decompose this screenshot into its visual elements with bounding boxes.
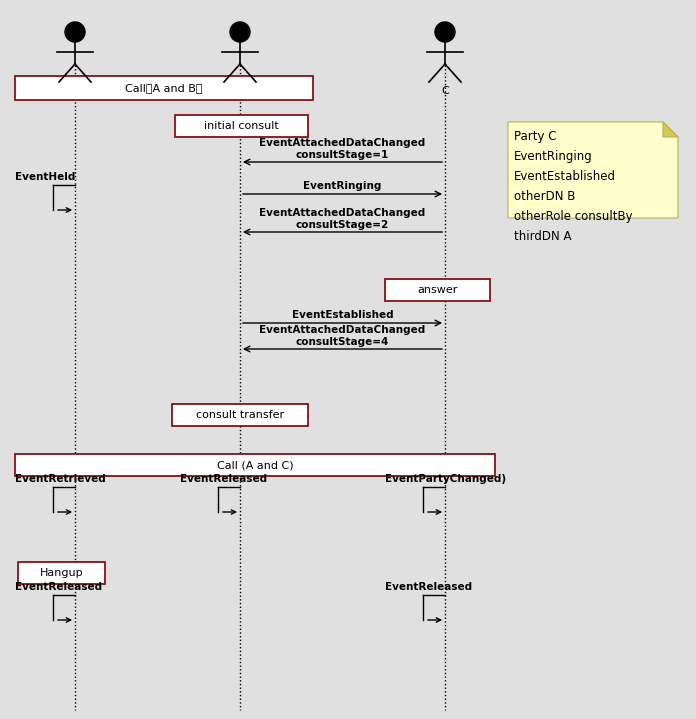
Text: A: A [71,86,79,96]
Text: EventReleased: EventReleased [15,582,102,592]
Text: Call（A and B）: Call（A and B） [125,83,203,93]
Text: consultStage=4: consultStage=4 [296,337,389,347]
Text: EventRinging: EventRinging [303,181,381,191]
Text: C: C [441,86,449,96]
Text: EventAttachedDataChanged: EventAttachedDataChanged [260,208,426,218]
Circle shape [65,22,85,42]
Text: Party C
EventRinging
EventEstablished
otherDN B
otherRole consultBy
thirdDN A: Party C EventRinging EventEstablished ot… [514,130,633,243]
Text: B: B [236,86,244,96]
Polygon shape [663,122,678,137]
Text: EventAttachedDataChanged: EventAttachedDataChanged [260,325,426,335]
Text: consult transfer: consult transfer [196,410,284,420]
Text: EventEstablished: EventEstablished [292,310,393,320]
Bar [385,279,490,301]
Bar [172,404,308,426]
Text: EventPartyChanged): EventPartyChanged) [385,474,506,484]
Circle shape [435,22,455,42]
Bar [15,76,313,100]
Text: EventReleased: EventReleased [385,582,472,592]
Text: Hangup: Hangup [40,568,84,578]
Text: EventHeld: EventHeld [15,172,75,182]
Text: answer: answer [418,285,458,295]
Polygon shape [508,122,678,218]
Bar [18,562,105,584]
Circle shape [230,22,250,42]
Text: consultStage=2: consultStage=2 [296,220,389,230]
Text: EventReleased: EventReleased [180,474,267,484]
Bar [175,115,308,137]
Bar [15,454,495,476]
Text: Call (A and C): Call (A and C) [216,460,293,470]
Text: EventAttachedDataChanged: EventAttachedDataChanged [260,138,426,148]
Text: EventRetrieved: EventRetrieved [15,474,106,484]
Text: initial consult: initial consult [204,121,279,131]
Text: consultStage=1: consultStage=1 [296,150,389,160]
